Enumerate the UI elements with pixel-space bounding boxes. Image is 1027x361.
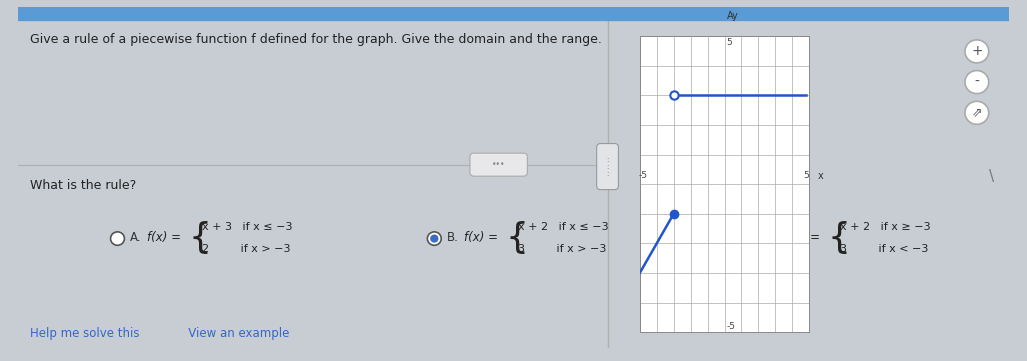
Circle shape — [427, 232, 442, 245]
Text: x + 2   if x ≥ −3: x + 2 if x ≥ −3 — [840, 222, 930, 232]
Text: -: - — [975, 75, 980, 89]
Text: {: { — [505, 221, 529, 255]
Text: f(x) =: f(x) = — [147, 231, 181, 244]
Text: :
:
:: : : : — [606, 157, 609, 177]
Circle shape — [749, 232, 763, 245]
Text: Help me solve this: Help me solve this — [31, 327, 140, 340]
Text: x + 2   if x ≤ −3: x + 2 if x ≤ −3 — [519, 222, 609, 232]
Text: x + 3   if x ≤ −3: x + 3 if x ≤ −3 — [201, 222, 292, 232]
Text: +: + — [971, 44, 983, 58]
Text: f(x) =: f(x) = — [786, 231, 820, 244]
Text: ⊙: ⊙ — [969, 42, 988, 61]
Text: Give a rule of a piecewise function f defined for the graph. Give the domain and: Give a rule of a piecewise function f de… — [31, 33, 602, 46]
FancyBboxPatch shape — [470, 153, 527, 176]
Text: 2         if x > −3: 2 if x > −3 — [201, 244, 291, 254]
Text: ⊙: ⊙ — [971, 71, 987, 90]
Text: 5: 5 — [803, 171, 808, 180]
Text: \: \ — [989, 169, 994, 184]
Text: -5: -5 — [639, 171, 648, 180]
Text: 5: 5 — [726, 38, 732, 47]
Text: f(x) =: f(x) = — [464, 231, 498, 244]
Text: ⇗: ⇗ — [972, 100, 986, 118]
Text: {: { — [189, 221, 212, 255]
Bar — [18, 7, 1009, 20]
Text: x: x — [817, 171, 824, 181]
Text: C.: C. — [769, 231, 781, 244]
Text: Ay: Ay — [727, 11, 738, 21]
Text: View an example: View an example — [177, 327, 290, 340]
Text: {: { — [828, 221, 850, 255]
Text: What is the rule?: What is the rule? — [31, 179, 137, 192]
Text: 3         if x < −3: 3 if x < −3 — [840, 244, 928, 254]
Text: -5: -5 — [726, 322, 735, 331]
FancyBboxPatch shape — [597, 144, 618, 190]
Text: 3         if x > −3: 3 if x > −3 — [519, 244, 607, 254]
Circle shape — [965, 71, 989, 93]
Circle shape — [965, 101, 989, 124]
Text: A.: A. — [130, 231, 142, 244]
Circle shape — [965, 40, 989, 63]
Circle shape — [111, 232, 124, 245]
Text: B.: B. — [447, 231, 459, 244]
Text: ⇗: ⇗ — [972, 106, 982, 119]
Circle shape — [431, 235, 438, 242]
Text: •••: ••• — [492, 160, 505, 169]
